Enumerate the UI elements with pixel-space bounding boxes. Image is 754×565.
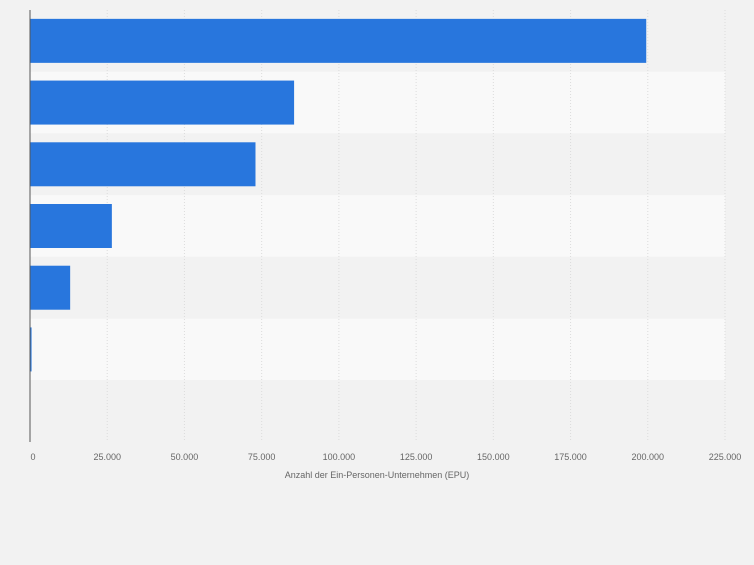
x-tick-label: 75.000 [248, 452, 276, 462]
x-tick-label: 25.000 [93, 452, 121, 462]
x-tick-label: 0 [30, 452, 35, 462]
bar[interactable] [30, 18, 647, 63]
x-tick-label: 150.000 [477, 452, 510, 462]
bar[interactable] [30, 327, 32, 372]
bars [30, 18, 647, 372]
row-band [30, 380, 725, 442]
x-axis-title: Anzahl der Ein-Personen-Unternehmen (EPU… [285, 470, 470, 480]
row-bands [30, 10, 725, 442]
row-band [30, 256, 725, 319]
x-tick-label: 100.000 [323, 452, 356, 462]
x-axis-ticks: 0 25.000 50.000 75.000 100.000 125.000 150.000… [30, 452, 741, 462]
x-tick-label: 175.000 [554, 452, 587, 462]
row-band [30, 318, 725, 381]
row-band [30, 195, 725, 257]
x-tick-label: 50.000 [171, 452, 199, 462]
x-tick-label: 125.000 [400, 452, 433, 462]
bar[interactable] [30, 265, 71, 310]
bar[interactable] [30, 80, 295, 125]
x-tick-label: 200.000 [632, 452, 665, 462]
bar[interactable] [30, 142, 256, 187]
x-tick-label: 225.000 [709, 452, 742, 462]
bar[interactable] [30, 204, 112, 248]
